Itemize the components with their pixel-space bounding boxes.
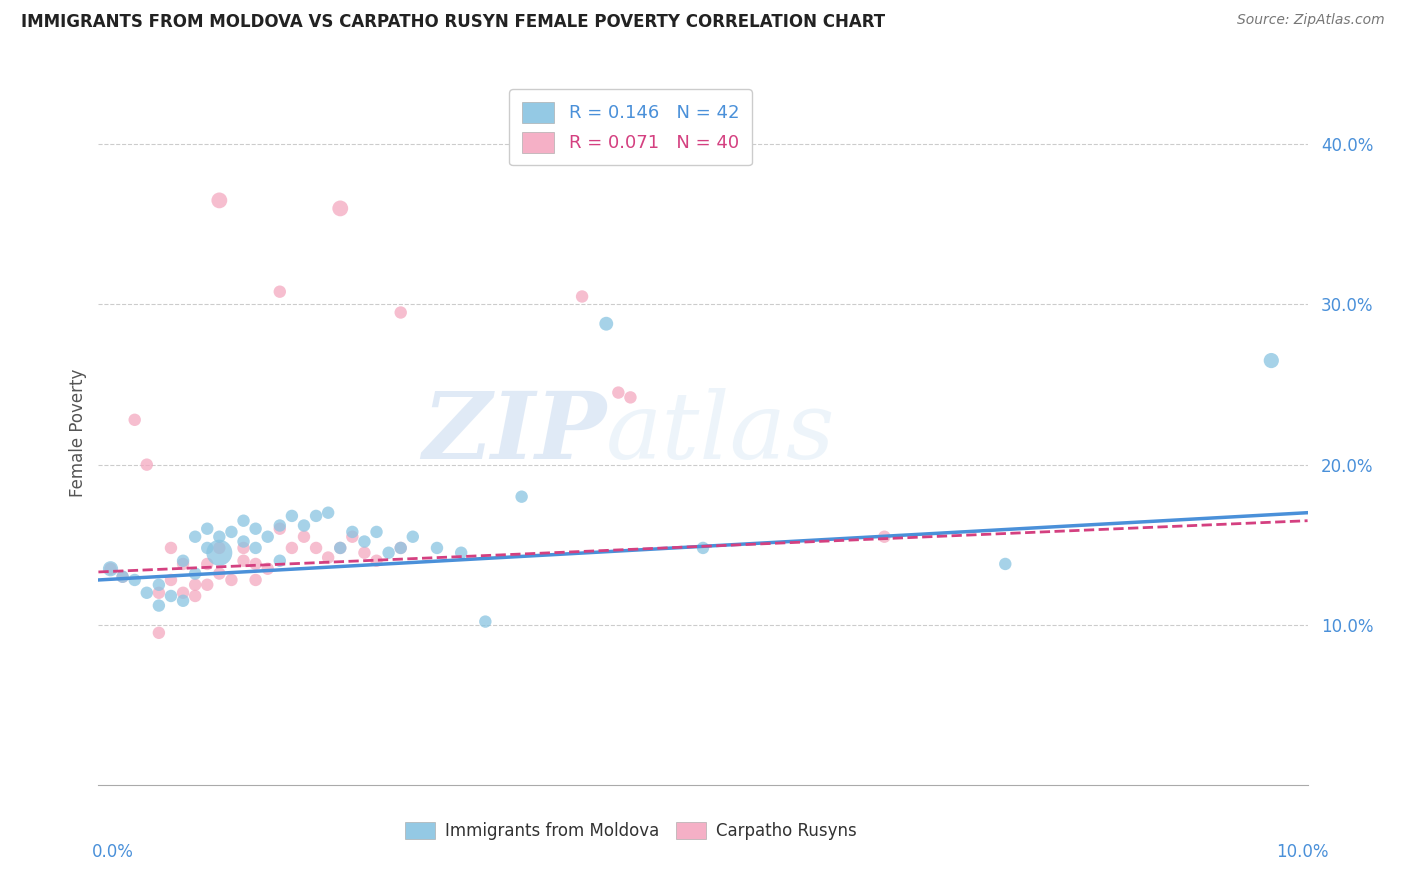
Point <box>232 534 254 549</box>
Point <box>292 530 315 544</box>
Point <box>1260 353 1282 368</box>
Point <box>135 586 157 600</box>
Point <box>329 541 352 555</box>
Text: 10.0%: 10.0% <box>1277 843 1329 861</box>
Text: 0.0%: 0.0% <box>91 843 134 861</box>
Point <box>100 562 122 576</box>
Point <box>172 594 194 608</box>
Point <box>232 514 254 528</box>
Point <box>389 541 412 555</box>
Point <box>619 391 641 405</box>
Point <box>256 530 278 544</box>
Point <box>353 546 375 560</box>
Point <box>269 285 291 299</box>
Point <box>245 573 267 587</box>
Point <box>172 557 194 571</box>
Point <box>208 194 231 208</box>
Point <box>342 524 364 539</box>
Point <box>245 541 267 555</box>
Point <box>366 554 388 568</box>
Point <box>135 458 157 472</box>
Point <box>184 530 207 544</box>
Point <box>208 546 231 560</box>
Y-axis label: Female Poverty: Female Poverty <box>69 368 87 497</box>
Text: atlas: atlas <box>606 388 835 477</box>
Point <box>595 317 617 331</box>
Point <box>510 490 533 504</box>
Point <box>353 534 375 549</box>
Point <box>195 541 218 555</box>
Point <box>389 541 412 555</box>
Point <box>245 522 267 536</box>
Text: ZIP: ZIP <box>422 388 606 477</box>
Point <box>692 541 714 555</box>
Point <box>184 578 207 592</box>
Point <box>148 578 170 592</box>
Text: Source: ZipAtlas.com: Source: ZipAtlas.com <box>1237 13 1385 28</box>
Point <box>329 202 352 216</box>
Point <box>305 508 328 523</box>
Point <box>281 508 304 523</box>
Point <box>160 541 183 555</box>
Point <box>221 573 243 587</box>
Point <box>256 562 278 576</box>
Point <box>571 289 593 303</box>
Point <box>269 554 291 568</box>
Point <box>873 530 896 544</box>
Point <box>160 573 183 587</box>
Point <box>245 557 267 571</box>
Point <box>195 557 218 571</box>
Point <box>269 518 291 533</box>
Point <box>377 546 399 560</box>
Point <box>148 586 170 600</box>
Point <box>148 599 170 613</box>
Point <box>329 541 352 555</box>
Point <box>172 554 194 568</box>
Point <box>607 385 630 400</box>
Point <box>184 589 207 603</box>
Point <box>281 541 304 555</box>
Point <box>124 573 146 587</box>
Point <box>195 522 218 536</box>
Point <box>100 562 122 576</box>
Point <box>232 541 254 555</box>
Point <box>292 518 315 533</box>
Point <box>450 546 472 560</box>
Point <box>389 305 412 319</box>
Point <box>232 554 254 568</box>
Point <box>402 530 425 544</box>
Point <box>366 524 388 539</box>
Point <box>124 413 146 427</box>
Point <box>208 566 231 581</box>
Point <box>195 578 218 592</box>
Point <box>184 566 207 581</box>
Point <box>316 506 339 520</box>
Point <box>111 570 134 584</box>
Point <box>342 530 364 544</box>
Point <box>474 615 496 629</box>
Point <box>221 524 243 539</box>
Point <box>172 586 194 600</box>
Point <box>148 625 170 640</box>
Legend: Immigrants from Moldova, Carpatho Rusyns: Immigrants from Moldova, Carpatho Rusyns <box>398 815 863 847</box>
Point <box>426 541 449 555</box>
Point <box>269 522 291 536</box>
Point <box>208 530 231 544</box>
Point <box>111 570 134 584</box>
Point <box>305 541 328 555</box>
Point <box>994 557 1017 571</box>
Point <box>160 589 183 603</box>
Text: IMMIGRANTS FROM MOLDOVA VS CARPATHO RUSYN FEMALE POVERTY CORRELATION CHART: IMMIGRANTS FROM MOLDOVA VS CARPATHO RUSY… <box>21 13 886 31</box>
Point <box>208 541 231 555</box>
Point <box>316 550 339 565</box>
